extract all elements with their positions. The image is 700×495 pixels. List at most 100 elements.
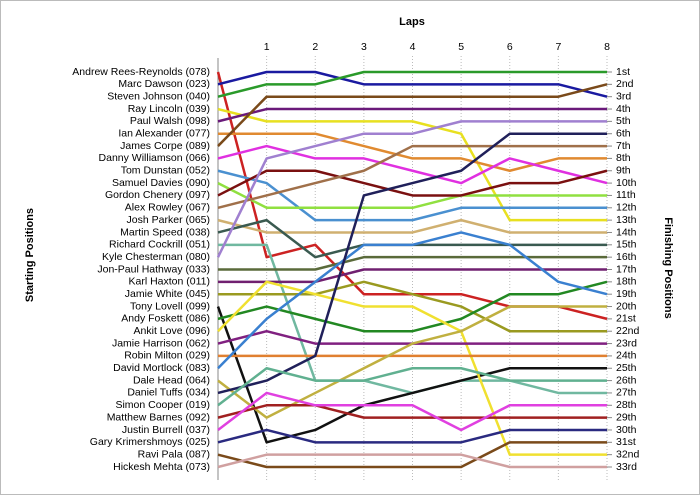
position-line	[217, 280, 608, 333]
position-line	[217, 169, 607, 222]
position-line	[217, 169, 608, 197]
y2-tick-label: 9th	[616, 165, 631, 177]
x-tick-label: 6	[507, 41, 513, 53]
driver-label: Hickesh Mehta (073)	[113, 461, 210, 473]
y2-tick-label: 21st	[616, 313, 636, 325]
driver-label: Kyle Chesterman (080)	[102, 251, 210, 263]
position-line	[217, 70, 607, 98]
driver-label: Jamie Harrison (062)	[112, 337, 210, 349]
driver-label: Dale Head (064)	[133, 374, 210, 386]
y2-tick-label: 12th	[616, 202, 637, 214]
driver-label: Matthew Barnes (092)	[107, 411, 210, 423]
driver-label: Jon-Paul Hathway (033)	[97, 263, 210, 275]
y2-tick-label: 6th	[616, 128, 631, 140]
driver-label: Paul Walsh (098)	[130, 115, 210, 127]
driver-label: Gary Krimershmoys (025)	[90, 436, 210, 448]
position-line	[217, 367, 607, 407]
driver-label: Samuel Davies (090)	[112, 177, 210, 189]
driver-label: Marc Dawson (023)	[118, 78, 210, 90]
x-tick-label: 1	[264, 41, 270, 53]
driver-label: Alex Rowley (067)	[125, 202, 210, 214]
position-line	[217, 231, 608, 370]
position-line	[216, 120, 607, 258]
driver-label: Ankit Love (096)	[134, 325, 210, 337]
driver-label: Jamie White (045)	[125, 288, 210, 300]
y2-tick-label: 7th	[616, 140, 631, 152]
y2-tick-label: 15th	[616, 239, 637, 251]
driver-label: Karl Haxton (011)	[128, 276, 210, 288]
driver-label: Steven Johnson (040)	[107, 90, 210, 102]
driver-label: Josh Parker (065)	[127, 214, 210, 226]
position-line	[217, 181, 607, 210]
x-tick-label: 5	[458, 41, 464, 53]
driver-label: Tom Dunstan (052)	[121, 165, 210, 177]
y2-tick-label: 14th	[616, 226, 637, 238]
position-line	[218, 132, 607, 172]
y2-tick-label: 22nd	[616, 325, 640, 337]
y2-tick-label: 10th	[616, 177, 637, 189]
y2-tick-label: 1st	[616, 66, 630, 78]
y2-tick-label: 23rd	[616, 337, 637, 349]
driver-label: Danny Williamson (066)	[99, 152, 210, 164]
chart-title: Laps	[399, 16, 425, 28]
position-line	[217, 280, 607, 456]
driver-label: Ray Lincoln (039)	[128, 103, 210, 115]
driver-label: Tony Lovell (099)	[130, 300, 210, 312]
y2-tick-label: 13th	[616, 214, 637, 226]
x-tick-label: 8	[604, 41, 610, 53]
y2-tick-label: 26th	[616, 374, 637, 386]
position-line	[217, 404, 607, 419]
y2-tick-label: 16th	[616, 251, 637, 263]
driver-label: Simon Cooper (019)	[115, 399, 210, 411]
position-line	[217, 428, 607, 444]
driver-label: David Mortlock (083)	[113, 362, 210, 374]
position-line	[217, 107, 607, 123]
position-line	[217, 70, 608, 98]
driver-label: Andy Foskett (086)	[121, 313, 210, 325]
y2-tick-label: 32nd	[616, 448, 640, 460]
y2-tick-label: 24th	[616, 350, 637, 362]
y2-tick-label: 19th	[616, 288, 637, 300]
y2-tick-label: 20th	[616, 300, 637, 312]
position-line	[217, 305, 607, 419]
y2-tick-label: 18th	[616, 276, 637, 288]
y2-axis-label: Finishing Positions	[662, 217, 674, 318]
position-line	[217, 453, 607, 469]
position-line	[217, 391, 607, 432]
x-tick-label: 3	[361, 41, 367, 53]
driver-label: Daniel Tuffs (034)	[127, 387, 210, 399]
position-line	[217, 107, 607, 222]
position-line	[218, 255, 607, 271]
y-axis-label: Starting Positions	[24, 208, 36, 302]
driver-label: Robin Milton (029)	[124, 350, 210, 362]
y2-tick-label: 17th	[616, 263, 637, 275]
driver-label: Ian Alexander (077)	[118, 128, 210, 140]
position-line	[216, 306, 607, 444]
y2-tick-label: 8th	[616, 152, 631, 164]
y2-tick-label: 30th	[616, 424, 637, 436]
position-line	[217, 144, 607, 209]
position-line	[218, 280, 607, 333]
driver-label: Gordon Chenery (097)	[105, 189, 210, 201]
position-line	[217, 144, 608, 185]
y2-tick-label: 2nd	[616, 78, 634, 90]
driver-label: Andrew Rees-Reynolds (078)	[72, 66, 210, 78]
y2-tick-label: 31st	[616, 436, 636, 448]
driver-label: Justin Burrell (037)	[122, 424, 210, 436]
y2-tick-label: 11th	[616, 189, 636, 201]
y2-tick-label: 5th	[616, 115, 631, 127]
y2-tick-label: 28th	[616, 399, 637, 411]
driver-label: Martin Speed (038)	[120, 226, 210, 238]
driver-label: Richard Cockrill (051)	[109, 239, 210, 251]
position-line	[217, 441, 607, 469]
y2-tick-label: 27th	[616, 387, 637, 399]
driver-label: James Corpe (089)	[120, 140, 210, 152]
y2-tick-label: 29th	[616, 411, 637, 423]
driver-label: Ravi Pala (087)	[138, 448, 210, 460]
y2-tick-label: 4th	[616, 103, 631, 115]
y2-tick-label: 33rd	[616, 461, 637, 473]
y2-tick-label: 3rd	[616, 90, 631, 102]
x-tick-label: 4	[410, 41, 416, 53]
y2-tick-label: 25th	[616, 362, 637, 374]
